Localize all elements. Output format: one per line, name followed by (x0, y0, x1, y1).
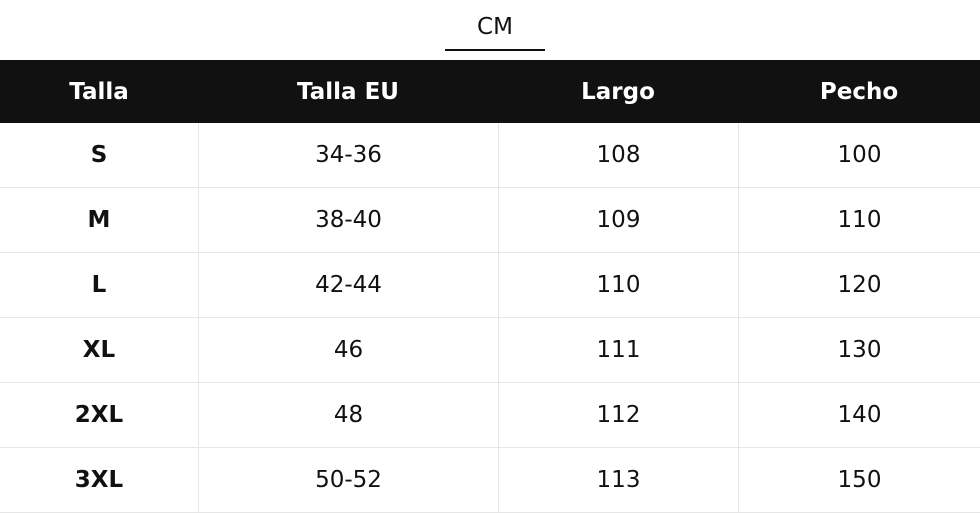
value-cell: 112 (498, 383, 738, 448)
size-cell: S (0, 123, 198, 188)
value-cell: 46 (198, 318, 498, 383)
value-cell: 48 (198, 383, 498, 448)
value-cell: 34-36 (198, 123, 498, 188)
size-cell: 2XL (0, 383, 198, 448)
unit-tab[interactable]: CM (445, 8, 545, 51)
value-cell: 110 (738, 188, 980, 253)
header-cell: Talla (0, 60, 198, 123)
value-cell: 150 (738, 448, 980, 513)
value-cell: 109 (498, 188, 738, 253)
header-cell: Largo (498, 60, 738, 123)
value-cell: 120 (738, 253, 980, 318)
size-cell: M (0, 188, 198, 253)
value-cell: 42-44 (198, 253, 498, 318)
value-cell: 108 (498, 123, 738, 188)
value-cell: 111 (498, 318, 738, 383)
value-cell: 110 (498, 253, 738, 318)
value-cell: 50-52 (198, 448, 498, 513)
header-cell: Pecho (738, 60, 980, 123)
size-cell: L (0, 253, 198, 318)
value-cell: 140 (738, 383, 980, 448)
value-cell: 38-40 (198, 188, 498, 253)
value-cell: 100 (738, 123, 980, 188)
size-cell: XL (0, 318, 198, 383)
header-cell: Talla EU (198, 60, 498, 123)
size-cell: 3XL (0, 448, 198, 513)
value-cell: 113 (498, 448, 738, 513)
value-cell: 130 (738, 318, 980, 383)
